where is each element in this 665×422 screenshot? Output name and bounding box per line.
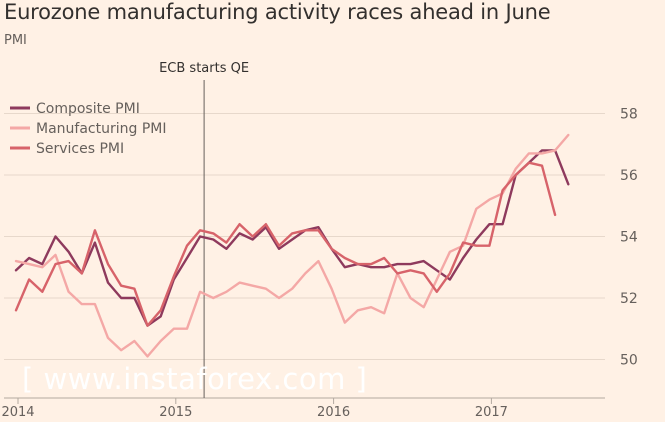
legend-label: Manufacturing PMI bbox=[36, 121, 166, 137]
series-line-services-pmi bbox=[14, 161, 557, 327]
legend: Composite PMI Manufacturing PMI Services P… bbox=[10, 101, 166, 157]
annotation-label: ECB starts QE bbox=[159, 61, 249, 76]
x-tick-label: 2017 bbox=[475, 405, 508, 420]
x-tick-label: 2014 bbox=[1, 405, 34, 420]
grid-lines bbox=[4, 112, 605, 404]
legend-label: Composite PMI bbox=[36, 101, 140, 117]
series-line-composite-pmi bbox=[14, 149, 570, 327]
series-line-manufacturing-pmi bbox=[14, 133, 570, 358]
watermark-text: [ www.instaforex.com ] bbox=[22, 362, 368, 396]
y-tick-label: 56 bbox=[620, 168, 638, 184]
chart-subtitle: PMI bbox=[4, 33, 27, 48]
y-tick-label: 58 bbox=[620, 106, 638, 122]
y-tick-label: 54 bbox=[620, 229, 638, 245]
annotation-group: ECB starts QE bbox=[159, 61, 249, 398]
y-tick-label: 50 bbox=[620, 352, 638, 368]
x-tick-label: 2016 bbox=[317, 405, 350, 420]
axis-labels: 50 52 54 56 58 2014 2015 2016 2017 bbox=[1, 106, 637, 420]
legend-label: Services PMI bbox=[36, 141, 124, 157]
chart-title: Eurozone manufacturing activity races ah… bbox=[4, 0, 551, 24]
y-tick-label: 52 bbox=[620, 291, 638, 307]
x-tick-label: 2015 bbox=[159, 405, 192, 420]
series-group bbox=[14, 133, 570, 358]
